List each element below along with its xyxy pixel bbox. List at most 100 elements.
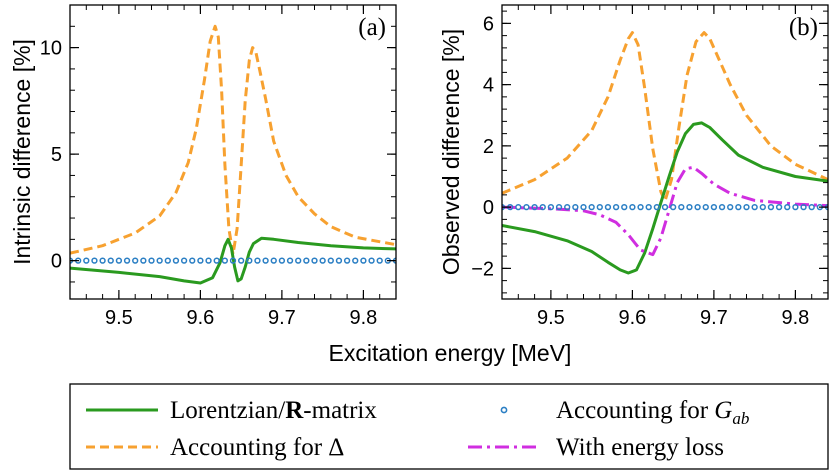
legend-entry: With energy loss [468,434,724,461]
data-point [702,203,709,211]
data-point [645,203,652,211]
data-point [229,257,237,264]
data-point [156,257,163,264]
data-point [775,203,783,211]
data-point [547,203,555,211]
series-lorentzian-r-matrix-line [502,121,828,275]
data-point [792,203,799,211]
data-point [295,257,302,264]
data-point [286,257,294,264]
y-tick-label: 4 [483,75,494,97]
plot-area [70,24,396,285]
data-point [686,203,693,211]
data-point [621,203,628,211]
data-point [539,203,546,211]
legend-entry: Accounting for Δ [86,434,344,461]
data-point [140,257,147,264]
series-accounting-for-g-ab [70,257,396,264]
data-point [735,203,742,211]
data-point [694,203,701,211]
data-point [123,257,131,264]
panel-label: (a) [358,14,386,41]
x-tick-label: 9.7 [700,307,728,329]
data-point [83,257,90,264]
data-point [751,203,758,211]
data-point [564,203,571,211]
x-tick-label: 9.8 [349,307,377,329]
data-point [107,257,114,264]
series-accounting-for--line [70,24,396,256]
data-point [555,203,563,211]
data-point [368,257,375,264]
y-tick-label: 2 [483,136,494,158]
data-point [727,203,734,211]
y-tick-label: 6 [483,13,494,35]
data-point [115,257,123,264]
y-axis-title: Intrinsic difference [%] [9,39,35,265]
data-point [172,257,180,264]
data-point [246,257,253,264]
y-tick-label: 0 [51,251,62,273]
data-point [678,203,685,211]
data-point [767,203,775,211]
panel-b: 9.5 9.6 9.7 9.8 −2 0 2 4 6 Observed difference [%… [438,4,829,329]
data-point [596,203,603,211]
legend-label: Lorentzian/R-matrix [170,397,377,424]
legend-marker [500,406,508,414]
series-lorentzian-r-matrix-line [70,236,396,285]
plot-area [502,31,828,275]
data-point [221,257,229,264]
x-tick-label: 9.5 [105,307,133,329]
data-point [629,203,636,211]
data-point [670,203,677,211]
data-point [319,257,326,264]
y-axis-title: Observed difference [%] [438,29,464,275]
data-point [661,203,669,211]
legend-entry: Lorentzian/R-matrix [86,397,377,424]
data-point [800,203,807,211]
data-point [784,203,791,211]
legend-label: With energy loss [556,434,724,461]
y-tick-label: −2 [471,258,494,280]
x-tick-label: 9.5 [537,307,565,329]
legend: Lorentzian/R-matrix Accounting for Gab Acc… [69,383,829,470]
data-point [718,203,726,211]
data-point [637,203,644,211]
data-point [343,257,351,264]
legend-label: Accounting for Gab [556,397,749,428]
data-point [91,257,98,264]
data-point [352,257,359,264]
data-point [580,203,587,211]
y-tick-label: 0 [483,197,494,219]
data-point [303,257,310,264]
data-point [759,203,766,211]
data-point [335,257,343,264]
data-point [205,257,212,264]
panel-label: (b) [789,14,818,41]
data-point [360,257,367,264]
data-point [710,203,718,211]
data-point [588,203,595,211]
data-point [572,203,579,211]
data-point [604,203,612,211]
data-point [376,257,383,264]
data-point [254,257,261,264]
x-tick-label: 9.6 [618,307,646,329]
x-tick-label: 9.7 [268,307,296,329]
data-point [612,203,620,211]
data-point [523,203,530,211]
series-accounting-for-g-ab [502,203,828,211]
series-accounting-for--line [502,31,828,203]
y-tick-label: 5 [51,144,62,166]
data-point [180,257,188,264]
data-point [189,257,196,264]
data-point [311,257,318,264]
data-point [197,257,204,264]
y-tick-label: 10 [40,38,62,60]
data-point [653,203,660,211]
x-tick-label: 9.8 [781,307,809,329]
data-point [164,257,171,264]
legend-entry: Accounting for Gab [500,397,749,428]
data-point [99,257,106,264]
